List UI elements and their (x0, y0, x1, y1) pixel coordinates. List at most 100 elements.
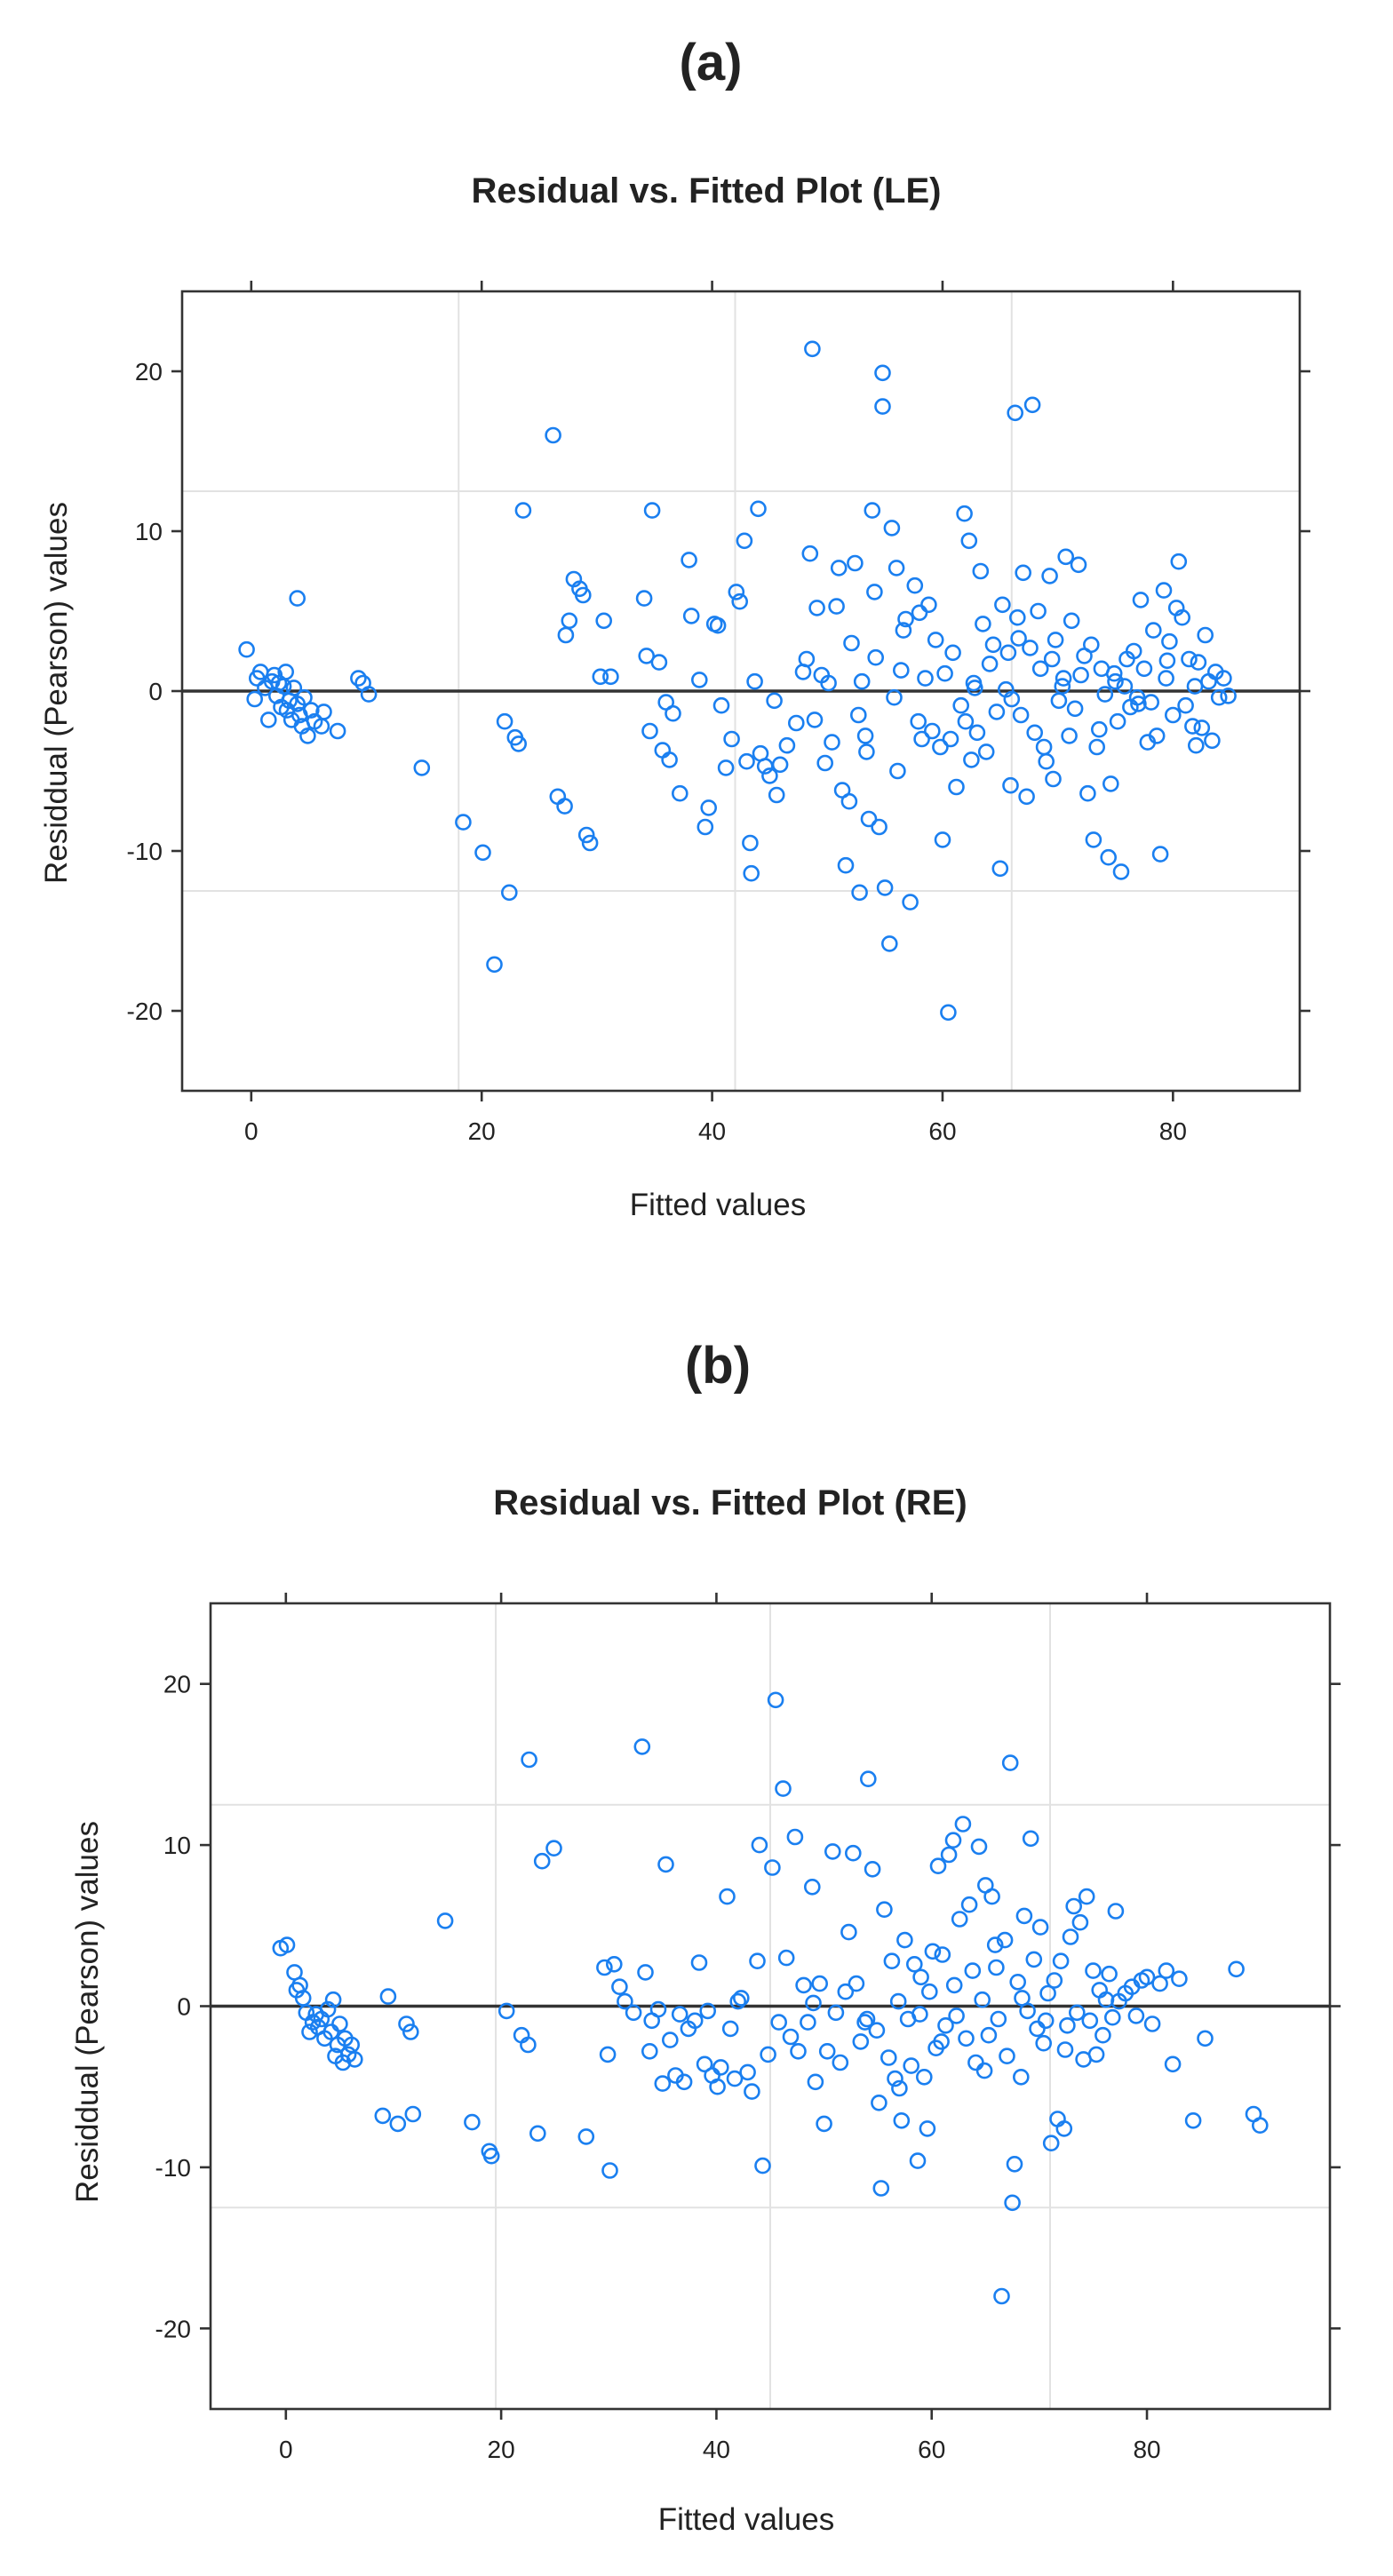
panel-a-data-point (888, 560, 905, 576)
panel-b-data-point (848, 1975, 865, 1992)
panel-a-data-point (1096, 686, 1114, 703)
panel-b-data-point (975, 2062, 993, 2079)
panel-a-data-point (486, 956, 503, 974)
panel-a-data-point (329, 722, 346, 740)
panel-a-data-point (994, 596, 1011, 614)
panel-a-data-point (1128, 688, 1146, 706)
panel-a-data-point (768, 786, 785, 804)
panel-a-data-point (750, 500, 767, 518)
panel-b-data-point (777, 1949, 795, 1967)
panel-b-data-point (912, 1968, 929, 1986)
panel-a-data-point (474, 844, 491, 862)
panel-a-data-point (999, 644, 1017, 662)
panel-a-data-point (902, 894, 919, 910)
panel-a-data-point (927, 632, 944, 648)
panel-b-data-point (827, 2004, 845, 2022)
panel-b-data-point (1085, 1962, 1102, 1979)
panel-a-data-point (545, 426, 561, 444)
panel-b-data-point (948, 2008, 965, 2024)
panel-a-data-point (602, 668, 619, 686)
panel-a-data-point (671, 784, 689, 802)
panel-a-data-point (577, 826, 595, 844)
panel-a-data-point (654, 742, 672, 759)
panel-b-data-point (1046, 1972, 1063, 1989)
panel-b-data-point (883, 1952, 901, 1969)
panel-a-data-point (1197, 626, 1214, 644)
panel-b-data-point (775, 1780, 792, 1797)
panel-a-data-point (778, 736, 796, 754)
panel-a-data-point (731, 592, 749, 610)
panel-b-data-point (988, 1959, 1005, 1976)
panel-a-data-point (1070, 556, 1087, 574)
panel-a-ytick-label: 0 (148, 678, 163, 705)
panel-a-data-point (496, 712, 513, 730)
panel-a-data-point (1188, 736, 1205, 754)
panel-b-data-point (983, 1888, 1000, 1905)
panel-b-data-point (1101, 1965, 1118, 1983)
panel-b-data-point (906, 1956, 923, 1973)
panel-a-data-point (1043, 650, 1061, 668)
panel-b-data-point (732, 1990, 750, 2007)
panel-b-data-point (844, 1844, 862, 1862)
panel-a-ytick-label: -20 (127, 998, 163, 1025)
panel-b-data-point (690, 1954, 708, 1971)
panel-b-data-point (641, 2043, 658, 2060)
panel-a-data-point (1088, 738, 1105, 756)
panel-b-data-point (617, 1992, 633, 2010)
panel-b-data-point (605, 1956, 623, 1973)
panel-a-data-point (1200, 672, 1217, 690)
panel-b-data-point (482, 2147, 500, 2165)
panel-b-data-point (1025, 1951, 1043, 1968)
panel-a-data-point (641, 722, 658, 740)
panel-b-data-point (1252, 2117, 1269, 2134)
panel-b-data-point (1197, 2030, 1214, 2047)
panel-b-data-point (996, 1931, 1014, 1949)
panel-b-data-point (599, 2046, 617, 2063)
panel-a-ticks: 0 20 40 60 80 20 10 0 -10 -20 (127, 281, 1310, 1145)
panel-a-data-point (500, 884, 518, 902)
panel-a-data-point (1142, 694, 1159, 711)
panel-b-data-point (909, 2152, 927, 2169)
panel-b-data-point (726, 2070, 744, 2087)
panel-b-data-point (868, 2022, 886, 2039)
panel-b-data-point (893, 2112, 911, 2129)
panel-b-data-point (379, 1988, 397, 2005)
panel-b-data-point (876, 1901, 893, 1918)
panel-b-data-point (749, 1952, 766, 1969)
panel-b-data-point (533, 1852, 551, 1870)
panel-a-data-point (1112, 863, 1130, 880)
panel-a-data-point (510, 735, 528, 752)
panel-a-data-point (1061, 727, 1078, 744)
panel-a-data-point (906, 576, 924, 594)
panel-b-data-point (940, 1846, 958, 1864)
panel-b-ytick-label: 10 (163, 1832, 191, 1859)
panel-b-data-point (770, 2014, 788, 2031)
panel-b-data-point (637, 1964, 654, 1981)
panel-a-data-point (798, 650, 816, 668)
panel-b-data-point (1164, 2055, 1182, 2073)
panel-b-data-point (951, 1911, 968, 1928)
panel-b-data-point (1013, 2069, 1030, 2086)
panel-a-data-point (856, 727, 874, 744)
panel-b-data-point (993, 2287, 1010, 2305)
panel-a-data-point (871, 818, 888, 836)
panel-a-data-point (1030, 602, 1047, 620)
panel-b-data-point (278, 1936, 296, 1953)
panel-a-data-point (1012, 706, 1030, 724)
panel-b-data-point (795, 1976, 812, 1994)
panel-b-data-point (374, 2107, 392, 2125)
panel-a-data-point (1022, 640, 1039, 656)
panel-b-data-point (721, 2020, 739, 2038)
panel-a-data-point (1190, 654, 1207, 671)
panel-b-data-point (671, 2006, 689, 2023)
panel-b-data-point (964, 1962, 982, 1979)
panel-a-data-point (897, 610, 914, 628)
panel-b-ytick-label: -20 (155, 2315, 191, 2342)
panel-a-data-point (302, 702, 320, 719)
panel-a-data-point (1003, 690, 1021, 708)
panel-b-data-point (986, 1936, 1004, 1953)
panel-a-data-point (1220, 688, 1237, 704)
panel-b-data-point (1069, 2004, 1086, 2022)
panel-b-data-point (744, 2083, 760, 2100)
panel-b-data-point (389, 2115, 407, 2133)
